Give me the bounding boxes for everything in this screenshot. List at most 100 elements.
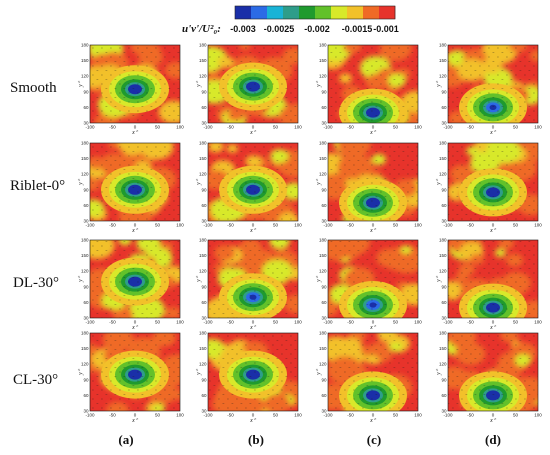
y-tick-label: 180 [439, 141, 447, 146]
vector-overlay [328, 240, 418, 318]
x-tick-label: 0 [492, 413, 495, 418]
contour-panels: -100 -50 0 50 100 30 60 90 120 150 180 x⁺ y⁺ -100 -50 0… [77, 43, 542, 425]
y-tick-label: 150 [319, 346, 327, 351]
contour-panel: -100 -50 0 50 100 30 60 90 120 150 180 x⁺ y⁺ [77, 238, 184, 332]
vector-overlay [328, 143, 418, 221]
contour-field [328, 45, 418, 123]
x-tick-label: 50 [393, 320, 399, 325]
y-axis-label: y⁺ [77, 80, 84, 88]
vector-overlay [328, 333, 418, 411]
y-tick-label: 30 [321, 219, 327, 224]
x-tick-label: -100 [323, 320, 333, 325]
colorbar-swatch [235, 6, 252, 19]
x-axis-label: x⁺ [489, 324, 497, 331]
contour-panel: -100 -50 0 50 100 30 60 90 120 150 180 x⁺ y⁺ [195, 141, 302, 235]
x-tick-label: 100 [534, 223, 542, 228]
x-tick-label: -100 [443, 223, 453, 228]
x-tick-label: 0 [372, 413, 375, 418]
x-tick-label: -50 [467, 223, 474, 228]
vector-overlay [208, 240, 298, 318]
y-tick-label: 150 [81, 253, 89, 258]
colorbar: -0.003 -0.0025 -0.002 -0.0015 -0.001 [230, 5, 399, 34]
row-labels: Smooth Riblet-0° DL-30° CL-30° [10, 80, 65, 388]
contour-panel: -100 -50 0 50 100 30 60 90 120 150 180 x⁺ y⁺ [435, 43, 542, 137]
x-tick-label: 50 [513, 223, 519, 228]
y-tick-label: 180 [319, 331, 327, 336]
x-tick-label: -100 [85, 223, 95, 228]
x-axis-label: x⁺ [489, 417, 497, 424]
y-tick-label: 150 [319, 253, 327, 258]
x-tick-label: 100 [414, 413, 422, 418]
y-tick-label: 120 [81, 74, 89, 79]
vector-overlay [328, 45, 418, 123]
x-tick-label: 50 [273, 413, 279, 418]
panel-frame [207, 142, 299, 222]
y-tick-label: 90 [83, 187, 89, 192]
y-axis-label: y⁺ [435, 275, 442, 283]
contour-field [90, 333, 180, 411]
y-tick-label: 30 [321, 121, 327, 126]
y-tick-label: 120 [319, 172, 327, 177]
contour-panel: -100 -50 0 50 100 30 60 90 120 150 180 x⁺ y⁺ [435, 238, 542, 332]
panel-frame [447, 332, 539, 412]
y-tick-label: 30 [441, 219, 447, 224]
x-axis-label: x⁺ [131, 227, 139, 234]
colorbar-tick-label: -0.001 [373, 24, 399, 34]
y-tick-label: 90 [441, 187, 447, 192]
contour-panel: -100 -50 0 50 100 30 60 90 120 150 180 x⁺ y⁺ [315, 43, 422, 137]
y-axis-label: y⁺ [435, 80, 442, 88]
x-tick-label: -50 [227, 223, 234, 228]
y-tick-label: 90 [201, 284, 207, 289]
x-tick-label: 50 [513, 413, 519, 418]
contour-field [208, 143, 298, 221]
row-label-dl: DL-30° [13, 275, 59, 291]
contour-panel: -100 -50 0 50 100 30 60 90 120 150 180 x⁺ y⁺ [315, 141, 422, 235]
x-tick-label: -100 [85, 125, 95, 130]
x-axis-label: x⁺ [369, 417, 377, 424]
x-tick-label: 100 [414, 125, 422, 130]
y-tick-label: 180 [439, 331, 447, 336]
x-tick-label: 50 [393, 125, 399, 130]
x-tick-label: 0 [492, 223, 495, 228]
y-tick-label: 60 [83, 393, 89, 398]
colorbar-swatch [299, 6, 316, 19]
x-tick-label: -50 [347, 223, 354, 228]
x-tick-label: 100 [294, 320, 302, 325]
y-tick-label: 120 [81, 269, 89, 274]
y-tick-label: 180 [319, 238, 327, 243]
y-tick-label: 120 [439, 269, 447, 274]
y-tick-label: 60 [83, 203, 89, 208]
colorbar-tick-label: -0.002 [304, 24, 330, 34]
colorbar-swatch [267, 6, 284, 19]
x-axis-label: x⁺ [249, 417, 257, 424]
x-tick-label: 0 [492, 320, 495, 325]
vector-overlay [90, 240, 180, 318]
y-tick-label: 120 [319, 74, 327, 79]
y-tick-label: 90 [83, 89, 89, 94]
y-tick-label: 120 [81, 172, 89, 177]
vector-overlay [208, 143, 298, 221]
colorbar-frame [234, 5, 396, 20]
colorbar-tick-label: -0.0015 [342, 24, 373, 34]
y-tick-label: 150 [319, 58, 327, 63]
y-tick-label: 180 [81, 331, 89, 336]
x-tick-label: -100 [443, 125, 453, 130]
x-tick-label: 0 [492, 125, 495, 130]
x-tick-label: 0 [372, 223, 375, 228]
x-tick-label: 0 [134, 413, 137, 418]
y-tick-label: 90 [321, 284, 327, 289]
panel-frame [89, 44, 181, 124]
contour-panel: -100 -50 0 50 100 30 60 90 120 150 180 x⁺ y⁺ [77, 43, 184, 137]
y-tick-label: 90 [201, 187, 207, 192]
y-tick-label: 120 [199, 172, 207, 177]
x-tick-label: -50 [227, 320, 234, 325]
y-axis-label: y⁺ [315, 178, 322, 186]
y-tick-label: 180 [439, 238, 447, 243]
y-tick-label: 180 [439, 43, 447, 48]
colorbar-swatch [363, 6, 380, 19]
y-tick-label: 120 [199, 74, 207, 79]
contour-panel: -100 -50 0 50 100 30 60 90 120 150 180 x⁺ y⁺ [77, 141, 184, 235]
column-label-d: (d) [485, 432, 501, 447]
y-tick-label: 180 [319, 141, 327, 146]
y-axis-label: y⁺ [195, 275, 202, 283]
